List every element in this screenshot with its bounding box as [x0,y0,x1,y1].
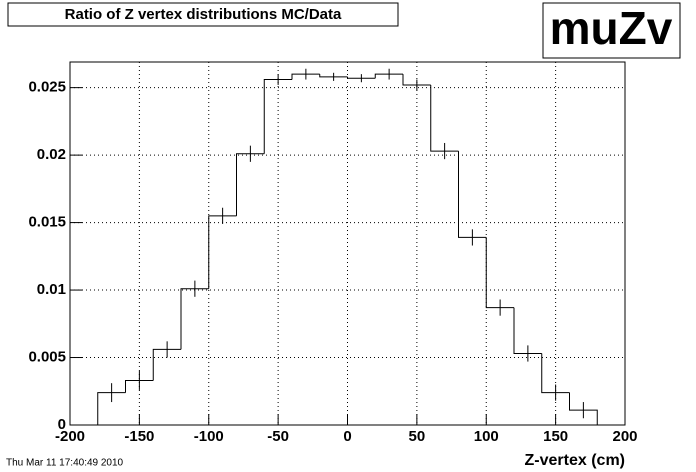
histogram-bin [513,307,542,354]
x-tick-label: 50 [409,428,426,445]
histogram-bin [97,392,126,425]
y-tick-label: 0 [58,416,66,433]
histogram-bin [319,74,348,78]
y-tick-label: 0.01 [37,281,66,298]
histogram-bin [402,74,431,86]
histogram-bin [347,76,376,79]
stats-label: muZv [550,2,673,54]
histogram-bin [152,348,181,381]
histogram-bin [263,79,292,154]
x-tick-label: 200 [612,428,637,445]
y-tick-label: 0.015 [28,214,66,231]
histogram-bin [541,353,570,394]
stats-box [542,2,681,59]
histogram-bin [236,153,265,216]
timestamp: Thu Mar 11 17:40:49 2010 [6,458,124,469]
x-tick-label: -50 [267,428,289,445]
y-tick-label: 0.005 [28,348,66,365]
histogram-bin [374,73,403,79]
histogram-bin [125,379,154,393]
x-tick-label: -150 [124,428,154,445]
histogram-bin [458,151,487,238]
histogram-bin [208,215,237,289]
y-tick-label: 0.025 [28,79,66,96]
histogram-bin [180,288,209,350]
y-tick-label: 0.02 [37,146,66,163]
x-tick-label: -200 [55,428,85,445]
histogram-bin [291,73,320,80]
x-tick-label: 150 [543,428,568,445]
x-axis-label: Z-vertex (cm) [525,452,625,469]
x-tick-label: 100 [474,428,499,445]
x-tick-label: -100 [194,428,224,445]
histogram-bin [485,237,514,309]
chart-title: Ratio of Z vertex distributions MC/Data [65,6,342,23]
title-box [7,2,399,27]
x-tick-label: 0 [343,428,351,445]
histogram-bin [430,84,459,152]
